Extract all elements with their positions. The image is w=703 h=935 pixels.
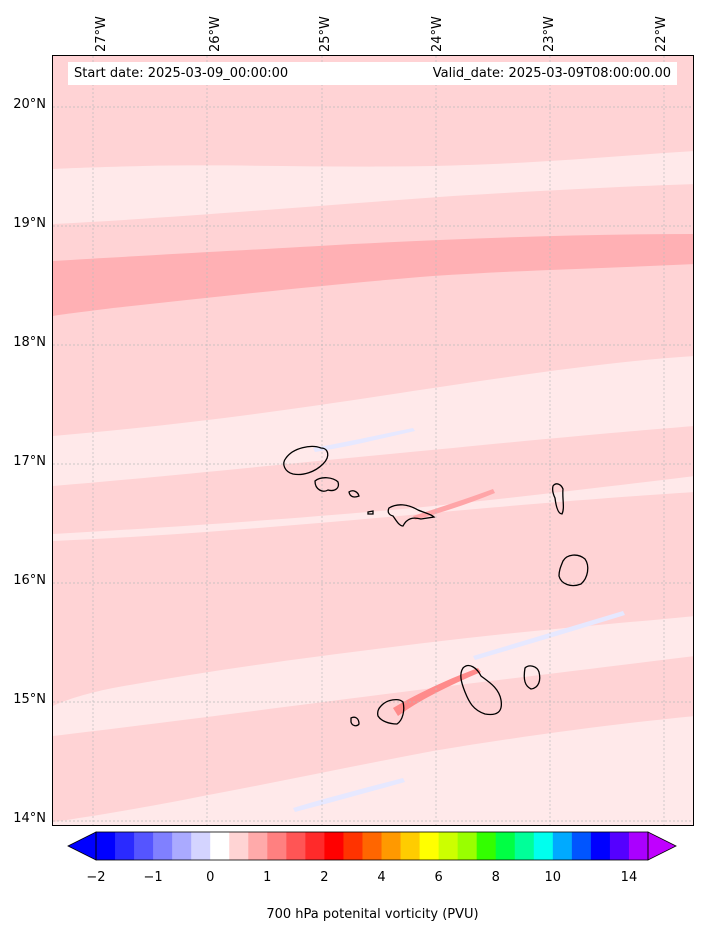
island-brava <box>350 716 360 727</box>
colorbar-cell <box>438 832 459 860</box>
pv-field-map <box>53 56 693 825</box>
island-razo <box>367 510 374 515</box>
lon-label-26w: 26°W <box>208 16 223 52</box>
colorbar-tick-label: 6 <box>434 870 443 885</box>
island-maio <box>523 665 541 690</box>
island-sal <box>551 483 565 515</box>
colorbar-cell <box>381 832 402 860</box>
pv-blue-streak-1 <box>313 428 415 452</box>
colorbar-cell <box>115 832 135 860</box>
colorbar-cell <box>248 832 268 860</box>
colorbar-cell <box>305 832 325 860</box>
colorbar-tick-label: −1 <box>143 870 163 885</box>
lat-label-15n: 15°N <box>13 692 46 707</box>
colorbar-cell <box>533 832 554 860</box>
lon-label-24w: 24°W <box>430 16 445 52</box>
colorbar-cell <box>571 832 592 860</box>
pv-band-middle <box>53 426 693 534</box>
valid-date-label: Valid_date: 2025-03-09T08:00:00.00 <box>432 66 671 81</box>
lat-label-16n: 16°N <box>13 573 46 588</box>
colorbar-cell <box>191 832 211 860</box>
colorbar-cell <box>514 832 535 860</box>
lon-label-27w: 27°W <box>94 16 109 52</box>
lon-label-25w: 25°W <box>318 16 333 52</box>
colorbar-cell <box>134 832 154 860</box>
island-fogo <box>376 699 405 725</box>
pv-blue-streak-3 <box>473 611 625 660</box>
lon-label-23w: 23°W <box>542 16 557 52</box>
colorbar-cell <box>172 832 192 860</box>
coastlines <box>283 445 589 727</box>
island-boa-vista <box>558 554 589 587</box>
lat-label-18n: 18°N <box>13 335 46 350</box>
colorbar-cell <box>96 832 116 860</box>
colorbar-cell <box>419 832 440 860</box>
colorbar-cell <box>362 832 383 860</box>
lat-label-19n: 19°N <box>13 216 46 231</box>
pv-filament-fogo <box>393 668 481 716</box>
pv-filament-center <box>413 489 495 520</box>
colorbar-tick-label: 4 <box>377 870 386 885</box>
pv-band-strong <box>53 234 693 316</box>
colorbar-tick-label: 1 <box>263 870 272 885</box>
colorbar-cell <box>267 832 287 860</box>
island-sao-vicente <box>314 477 340 492</box>
start-date-label: Start date: 2025-03-09_00:00:00 <box>74 66 289 81</box>
colorbar-cell <box>476 832 497 860</box>
colorbar-tick-label: 2 <box>320 870 329 885</box>
lat-label-14n: 14°N <box>13 811 46 826</box>
lat-label-17n: 17°N <box>13 454 46 469</box>
colorbar-outline <box>95 831 649 861</box>
colorbar-cell <box>495 832 516 860</box>
island-santiago <box>460 664 503 716</box>
colorbar-title: 700 hPa potenital vorticity (PVU) <box>266 907 479 922</box>
map-panel <box>52 55 694 826</box>
colorbar-max-extend <box>647 831 677 861</box>
colorbar-cell <box>457 832 478 860</box>
colorbar-cell <box>552 832 573 860</box>
island-sao-nicolau <box>387 504 436 527</box>
island-santo-antao <box>283 445 329 476</box>
colorbar-tick-label: −2 <box>86 870 106 885</box>
pv-band-lower <box>53 492 693 706</box>
colorbar-cell <box>286 832 306 860</box>
island-santa-luzia <box>348 490 360 498</box>
colorbar-cell <box>229 832 249 860</box>
colorbar-tick-label: 8 <box>491 870 500 885</box>
pv-band-bottom <box>53 656 693 822</box>
colorbar-min-extend <box>67 831 97 861</box>
colorbar-cell <box>343 832 363 860</box>
lon-label-22w: 22°W <box>654 16 669 52</box>
colorbar-tick-label: 14 <box>620 870 638 885</box>
colorbar-cell <box>590 832 611 860</box>
date-info-box: Start date: 2025-03-09_00:00:00 Valid_da… <box>68 62 677 85</box>
colorbar-cell <box>628 832 649 860</box>
colorbar-cell <box>210 832 230 860</box>
colorbar-cell <box>400 832 421 860</box>
colorbar-cell <box>153 832 173 860</box>
colorbar-cell <box>609 832 630 860</box>
colorbar-tick-label: 0 <box>206 870 215 885</box>
graticule <box>53 56 693 825</box>
pv-blue-streak-2 <box>293 778 405 812</box>
lat-label-20n: 20°N <box>13 97 46 112</box>
colorbar-tick-label: 10 <box>544 870 562 885</box>
colorbar-cell <box>324 832 344 860</box>
